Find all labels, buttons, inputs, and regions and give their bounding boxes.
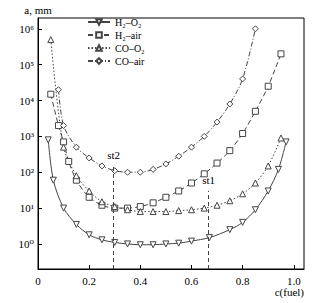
svg-text:1.0: 1.0 [287,275,301,287]
svg-text:CO–air: CO–air [115,56,145,67]
svg-text:H₂–air: H₂–air [115,30,142,41]
svg-text:0.6: 0.6 [185,275,199,287]
svg-text:0: 0 [35,275,41,287]
svg-text:10⁶: 10⁶ [19,23,34,35]
svg-text:H₂–O₂: H₂–O₂ [115,17,141,28]
svg-text:CO–O₂: CO–O₂ [115,43,145,54]
svg-text:0.8: 0.8 [236,275,250,287]
svg-text:10⁰: 10⁰ [19,238,35,250]
svg-text:10⁵: 10⁵ [19,59,34,71]
svg-text:10³: 10³ [20,130,35,142]
svg-text:10¹: 10¹ [20,202,34,214]
svg-text:st2: st2 [107,149,120,161]
svg-text:0.2: 0.2 [82,275,96,287]
svg-text:10⁴: 10⁴ [19,95,34,107]
svg-text:st1: st1 [202,174,215,186]
svg-text:a, mm: a, mm [24,4,52,16]
svg-text:10²: 10² [20,166,35,178]
svg-text:0.4: 0.4 [133,275,147,287]
svg-text:c(fuel): c(fuel) [275,286,305,299]
